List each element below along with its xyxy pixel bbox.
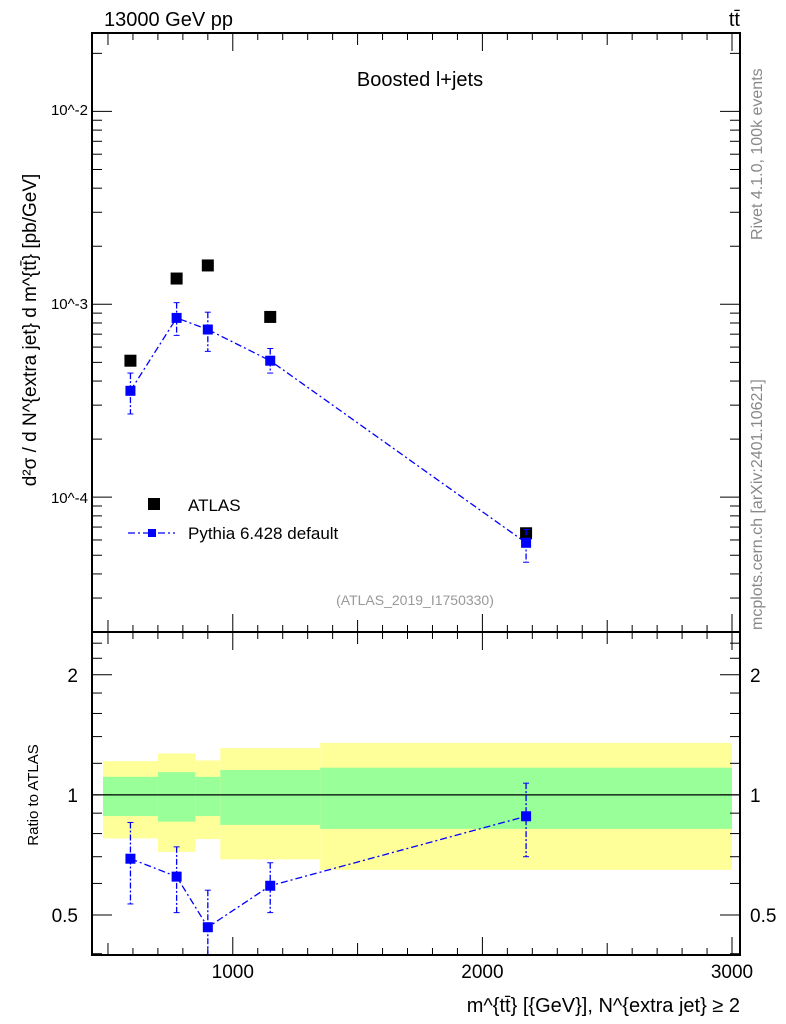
y-tick-label-right: 0.5 [750,906,776,927]
legend-mc-label: Pythia 6.428 default [188,524,339,543]
energy-label: 13000 GeV pp [104,9,233,31]
side-source: mcplots.cern.ch [arXiv:2401.10621] [749,379,766,630]
ratio-bands [92,742,740,870]
process-label: tt̄ [729,9,741,31]
ratio-mc-point [521,811,532,822]
main-mc-point [521,537,532,548]
atlas-point [170,272,183,285]
inner-band [157,772,196,822]
legend-mc-marker [148,529,156,537]
y-tick-label-1e-2: 10^-2 [51,102,88,119]
main-ylabel: d²σ / d N^{extra jet} d m^{tt̄} [pb/GeV] [20,174,41,487]
plot-title: Boosted l+jets [357,69,483,91]
x-tick-label: 3000 [711,962,753,983]
inner-band [220,769,321,825]
ratio-mc-point [265,880,276,891]
inner-band [195,776,221,817]
y-tick-label-right: 2 [750,666,761,687]
ratio-frame [91,631,741,956]
ratio-ylabel: Ratio to ATLAS [25,744,42,845]
main-mc-point [265,355,276,366]
ratio-mc-point [171,871,182,882]
main-mc-point [202,324,213,335]
analysis-id: (ATLAS_2019_I1750330) [336,592,494,608]
y-tick-label-left: 1 [67,786,78,807]
legend-atlas-marker [148,498,160,510]
y-tick-label-right: 1 [750,786,761,807]
inner-band [102,776,158,817]
x-axis-label: m^{tt̄} [{GeV}], N^{extra jet} ≥ 2 [467,995,740,1017]
main-mc-point [171,312,182,323]
ratio-mc-point [125,853,136,864]
legend: ATLAS Pythia 6.428 default [128,496,339,543]
main-mc-point [125,385,136,396]
atlas-point [201,259,214,272]
ratio-mc-point [202,922,213,933]
axis-ticks: 1000 2000 3000 0.5 0.5 1 1 2 2 [52,33,776,983]
y-tick-label-1e-4: 10^-4 [51,490,88,507]
y-tick-label-left: 2 [67,666,78,687]
y-tick-label-left: 0.5 [52,906,78,927]
atlas-point [124,354,137,367]
atlas-point [264,310,277,323]
side-info: Rivet 4.1.0, 100k events [749,68,766,240]
x-tick-label: 1000 [212,962,254,983]
x-tick-label: 2000 [461,962,503,983]
y-tick-label-1e-3: 10^-3 [51,296,88,313]
legend-atlas-label: ATLAS [188,496,241,515]
